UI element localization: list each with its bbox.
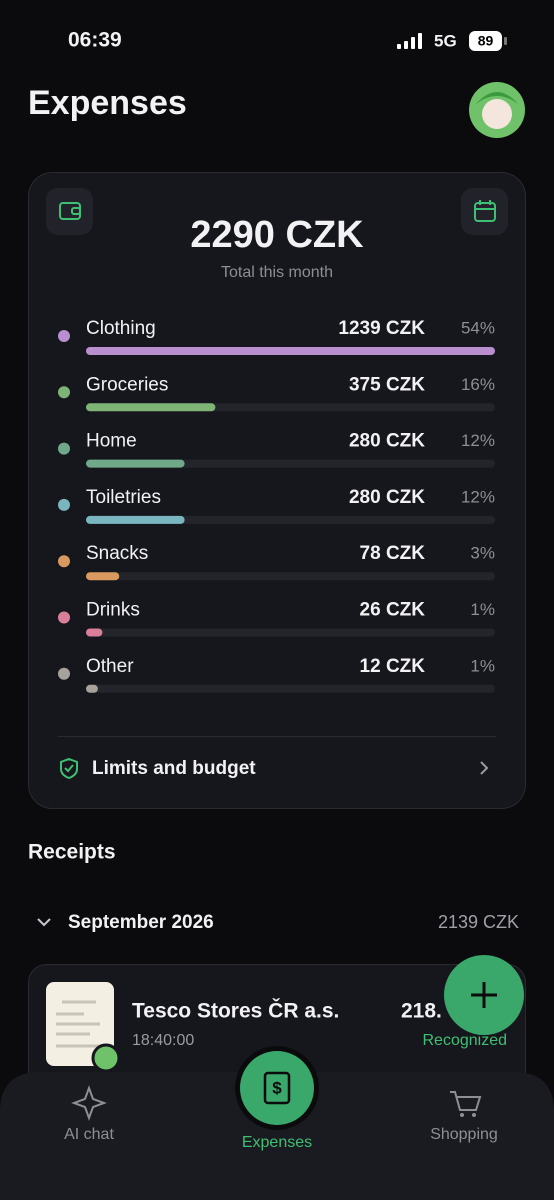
- bar: [86, 459, 185, 468]
- bar: [86, 572, 120, 581]
- category-share: 12%: [461, 487, 495, 506]
- limits-label: Limits and budget: [92, 758, 256, 779]
- nav-ai-chat[interactable]: AI chat: [64, 1085, 114, 1143]
- month-label: September 2026: [68, 912, 214, 933]
- receipt-card[interactable]: Tesco Stores ČR a.s. 18:40:00 218. Recog…: [28, 964, 526, 1105]
- receipt-time: 18:40:00: [132, 1032, 194, 1049]
- month-group[interactable]: September 2026 2139 CZK: [37, 912, 519, 933]
- category-name: Clothing: [86, 318, 156, 339]
- category-amount: 280 CZK: [349, 487, 425, 508]
- bar-track: [86, 628, 495, 637]
- summary-card: [28, 172, 526, 809]
- avatar[interactable]: [469, 82, 525, 138]
- category-dot: [58, 330, 70, 342]
- add-button[interactable]: [444, 955, 524, 1035]
- category-list: Clothing 1239 CZK 54% Groceries 375 CZK 16% Ho…: [58, 318, 495, 693]
- nav-label: AI chat: [64, 1126, 114, 1143]
- category-share: 1%: [470, 600, 495, 619]
- category-name: Drinks: [86, 600, 140, 621]
- category-dot: [58, 498, 70, 511]
- category-amount: 1239 CZK: [338, 318, 425, 339]
- page-title: Expenses: [28, 84, 187, 122]
- nav-label: Shopping: [430, 1126, 498, 1143]
- nav-bar: [0, 1072, 554, 1200]
- nav-shopping[interactable]: Shopping: [430, 1091, 498, 1143]
- bar-track: [86, 515, 495, 524]
- category-amount: 26 CZK: [360, 600, 426, 621]
- category-amount: 12 CZK: [360, 656, 426, 677]
- month-total: 2139 CZK: [438, 912, 519, 932]
- bar-track: [86, 684, 495, 693]
- total-subtitle: Total this month: [221, 264, 333, 281]
- category-dot: [58, 555, 70, 568]
- category-dot: [58, 386, 70, 399]
- category-amount: 375 CZK: [349, 374, 425, 395]
- time: 06:39: [68, 29, 122, 52]
- bar: [86, 347, 495, 355]
- category-share: 3%: [470, 544, 495, 563]
- category-dot: [58, 667, 70, 680]
- battery-tip: [504, 37, 507, 45]
- category-name: Other: [86, 656, 134, 677]
- receipt-store: Tesco Stores ČR a.s.: [132, 999, 339, 1023]
- receipt-status: Recognized: [423, 1032, 508, 1049]
- nav-expenses[interactable]: $ Expenses: [235, 1046, 319, 1151]
- category-share: 54%: [461, 318, 495, 337]
- battery-level: 89: [478, 33, 494, 49]
- receipt-lines: [56, 1000, 100, 1048]
- category-share: 16%: [461, 375, 495, 394]
- limits-link[interactable]: Limits and budget: [60, 757, 489, 780]
- bar-track: [86, 572, 495, 581]
- bar: [86, 515, 185, 524]
- signal: [397, 33, 422, 49]
- category-amount: 78 CZK: [360, 543, 426, 564]
- category-name: Toiletries: [86, 487, 161, 508]
- bar-track: [86, 459, 495, 468]
- category-share: 1%: [470, 656, 495, 675]
- battery: [469, 31, 502, 51]
- category-share: 12%: [461, 431, 495, 450]
- calendar-button[interactable]: [461, 188, 508, 235]
- bar: [86, 684, 98, 693]
- receipt-amount: 218.: [401, 1000, 442, 1023]
- receipt-avatar: [91, 1043, 121, 1073]
- network: 5G: [434, 31, 457, 50]
- category-dot: [58, 611, 70, 624]
- section-title: Receipts: [28, 841, 116, 864]
- category-name: Groceries: [86, 374, 168, 395]
- bar: [86, 403, 216, 412]
- category-name: Snacks: [86, 543, 148, 564]
- category-name: Home: [86, 431, 137, 452]
- svg-text:$: $: [272, 1078, 282, 1097]
- category-dot: [58, 442, 70, 455]
- category-amount: 280 CZK: [349, 431, 425, 452]
- nav-label: Expenses: [242, 1134, 312, 1151]
- total: 2290 CZK: [190, 214, 364, 256]
- wallet-button[interactable]: [46, 188, 93, 235]
- bar: [86, 628, 103, 637]
